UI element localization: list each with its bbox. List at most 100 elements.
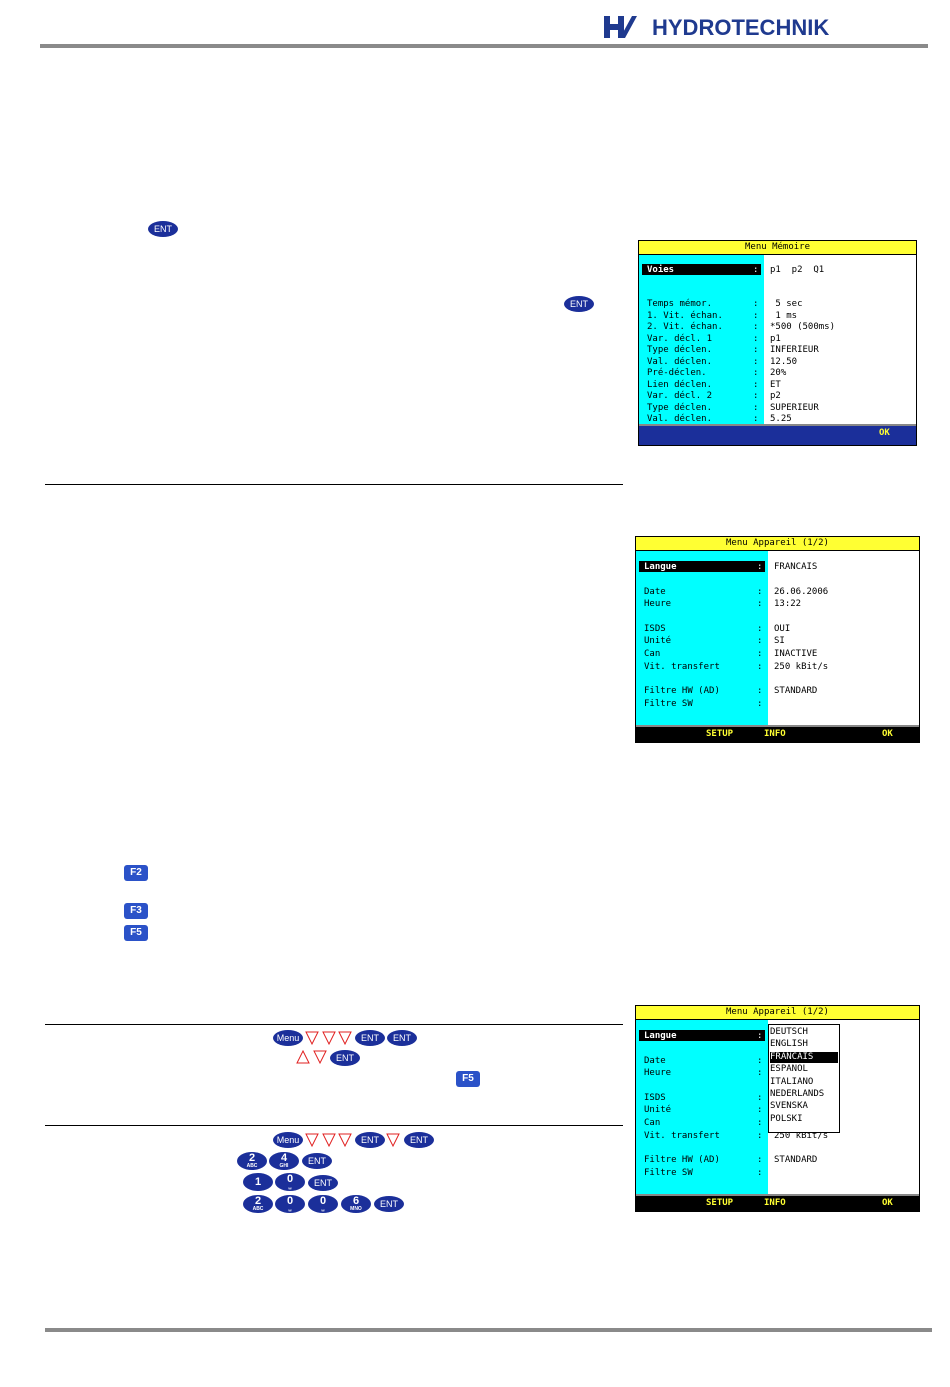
key-letters: ABC bbox=[246, 1163, 258, 1169]
row-separator: : bbox=[753, 391, 759, 401]
row-separator: : bbox=[753, 311, 759, 321]
key-icon: ENT bbox=[387, 1030, 417, 1046]
row-value: FRANCAIS bbox=[774, 562, 818, 572]
key-letters: GHI bbox=[279, 1163, 289, 1169]
row-separator: : bbox=[757, 1031, 763, 1041]
arrow-down bbox=[313, 1050, 327, 1064]
row-label: Filtre SW bbox=[644, 699, 693, 709]
row-label: Var. décl. 1 bbox=[647, 334, 713, 344]
screen-footer-bar bbox=[639, 424, 916, 445]
dropdown: DEUTSCH ENGLISH FRANCAIS ESPANOL ITALIANO NED… bbox=[768, 1024, 840, 1133]
row-label: Langue bbox=[644, 562, 677, 572]
row-separator: : bbox=[753, 334, 759, 344]
key-digit: 2 bbox=[254, 1195, 262, 1207]
row-value: STANDARD bbox=[774, 1155, 818, 1165]
row-label: Filtre SW bbox=[644, 1168, 693, 1178]
row-separator: : bbox=[757, 587, 763, 597]
row-label: Filtre HW (AD) bbox=[644, 686, 720, 696]
row-separator: : bbox=[753, 357, 759, 367]
rule bbox=[45, 1125, 623, 1126]
row-label: Unité bbox=[644, 1105, 672, 1115]
row-separator: : bbox=[757, 686, 763, 696]
key-icon: ENT bbox=[404, 1132, 434, 1148]
row-value: STANDARD bbox=[774, 686, 818, 696]
key-icon: ENT bbox=[374, 1196, 404, 1212]
row-value: p1 p2 Q1 bbox=[770, 265, 825, 275]
row-label: Pré-déclen. bbox=[647, 368, 707, 378]
key-icon: ENT bbox=[564, 296, 594, 312]
row-highlight bbox=[639, 1030, 765, 1041]
row-separator: : bbox=[757, 624, 763, 634]
row-separator: : bbox=[753, 403, 759, 413]
row-value: 1 ms bbox=[770, 311, 798, 321]
row-value: 26.06.2006 bbox=[774, 587, 829, 597]
arrow-up bbox=[296, 1050, 310, 1064]
row-value: *500 (500ms) bbox=[770, 322, 836, 332]
key-letters: ␣ bbox=[288, 1184, 292, 1190]
screen-title: Menu Mémoire bbox=[639, 241, 916, 255]
arrow-down bbox=[305, 1031, 319, 1045]
key-letters: ␣ bbox=[288, 1206, 292, 1212]
row-label: Vit. transfert bbox=[644, 662, 720, 672]
row-label: Type déclen. bbox=[647, 403, 713, 413]
row-separator: : bbox=[753, 322, 759, 332]
row-label: Date bbox=[644, 587, 666, 597]
row-value: ET bbox=[770, 380, 781, 390]
row-label: Can bbox=[644, 1118, 661, 1128]
softkey-label: OK bbox=[882, 729, 893, 739]
key-icon: ENT bbox=[148, 221, 178, 237]
row-label: Unité bbox=[644, 636, 672, 646]
key-icon: ENT bbox=[355, 1030, 385, 1046]
device-screen: Menu Appareil (1/2) Langue: FRANCAIS Date: 2… bbox=[635, 536, 920, 743]
key-icon: ENT bbox=[308, 1175, 338, 1191]
row-label: Var. décl. 2 bbox=[647, 391, 713, 401]
screen-footer-bar bbox=[636, 1194, 919, 1211]
rule bbox=[45, 1024, 623, 1025]
row-label: Filtre HW (AD) bbox=[644, 1155, 720, 1165]
row-separator: : bbox=[757, 699, 763, 709]
row-value: INACTIVE bbox=[774, 649, 818, 659]
softkey-label: INFO bbox=[764, 729, 786, 739]
keypad-icon: 0 ␣ bbox=[275, 1173, 305, 1191]
key-icon: Menu bbox=[273, 1030, 303, 1046]
key-icon: ENT bbox=[330, 1050, 360, 1066]
key-letters: ABC bbox=[252, 1206, 264, 1212]
key-digit: 2 bbox=[248, 1152, 256, 1164]
keypad-icon: 6 MNO bbox=[341, 1195, 371, 1213]
key-letters: ␣ bbox=[321, 1206, 325, 1212]
screen-title: Menu Appareil (1/2) bbox=[636, 537, 919, 551]
screen-cyan bbox=[636, 1020, 768, 1194]
rule bbox=[45, 484, 623, 485]
row-separator: : bbox=[753, 368, 759, 378]
row-label: Date bbox=[644, 1056, 666, 1066]
keypad-icon: 0 ␣ bbox=[275, 1195, 305, 1213]
row-separator: : bbox=[757, 1056, 763, 1066]
row-value: SUPERIEUR bbox=[770, 403, 819, 413]
softkey-label: OK bbox=[879, 428, 890, 438]
row-label: 2. Vit. échan. bbox=[647, 322, 723, 332]
dropdown-option: DEUTSCH bbox=[770, 1027, 808, 1037]
dropdown-option: SVENSKA bbox=[770, 1101, 808, 1112]
row-value: p1 bbox=[770, 334, 781, 344]
row-separator: : bbox=[757, 1068, 763, 1078]
row-label: ISDS bbox=[644, 624, 666, 634]
keypad-icon: 4 GHI bbox=[269, 1152, 299, 1170]
keypad-icon: 0 ␣ bbox=[308, 1195, 338, 1213]
row-separator: : bbox=[757, 1155, 763, 1165]
arrow-down bbox=[322, 1031, 336, 1045]
dropdown-option: ESPANOL bbox=[770, 1064, 808, 1075]
dropdown-option: FRANCAIS bbox=[770, 1051, 838, 1063]
device-screen: Menu Appareil (1/2) Langue: Date: Heure: ISD… bbox=[635, 1005, 920, 1212]
softkey-label: SETUP bbox=[706, 1198, 734, 1208]
key-icon: F5 bbox=[456, 1071, 480, 1087]
screen-cyan bbox=[636, 551, 768, 725]
row-label: 1. Vit. échan. bbox=[647, 311, 723, 321]
row-separator: : bbox=[757, 562, 763, 572]
row-separator: : bbox=[753, 345, 759, 355]
key-digit: 1 bbox=[254, 1175, 262, 1188]
row-separator: : bbox=[753, 380, 759, 390]
row-value: 250 kBit/s bbox=[774, 662, 829, 672]
row-value: 12.50 bbox=[770, 357, 798, 367]
arrow-down bbox=[305, 1133, 319, 1147]
key-icon: ENT bbox=[355, 1132, 385, 1148]
